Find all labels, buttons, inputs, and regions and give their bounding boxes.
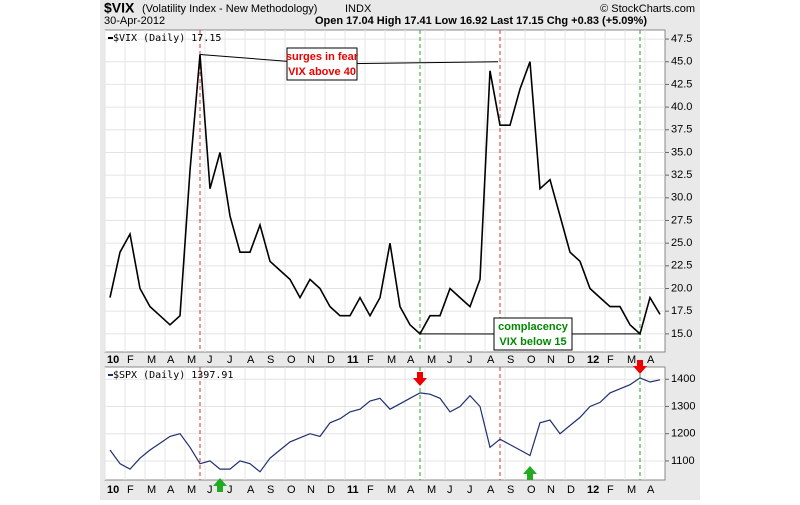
x-tick-label: J [227, 484, 233, 496]
index-name: (Volatility Index - New Methodology) [142, 3, 317, 15]
x-tick-label: O [527, 354, 536, 366]
quote: Open 17.04 High 17.41 Low 16.92 Last 17.… [315, 15, 647, 27]
x-tick-label: S [267, 354, 274, 366]
y-tick-label: 17.5 [671, 305, 692, 317]
annotation: VIX above 40 [288, 66, 356, 78]
y-tick-label: 47.5 [671, 33, 692, 45]
x-tick-label: D [327, 484, 335, 496]
x-tick-label: M [627, 484, 636, 496]
y-tick-label: 32.5 [671, 169, 692, 181]
x-tick-label: A [487, 354, 495, 366]
x-tick-label: J [447, 354, 453, 366]
x-tick-label: J [467, 354, 473, 366]
x-tick-label: S [507, 354, 514, 366]
symbol: $VIX [104, 0, 135, 16]
x-tick-label: F [607, 354, 614, 366]
legend: $VIX (Daily) 17.15 [113, 33, 221, 44]
x-tick-label: A [247, 484, 255, 496]
x-tick-label: D [567, 354, 575, 366]
date: 30-Apr-2012 [104, 15, 165, 27]
y-tick-label: 45.0 [671, 56, 692, 68]
exchange: INDX [345, 3, 372, 15]
x-tick-label: O [287, 484, 296, 496]
x-tick-label: J [207, 484, 213, 496]
x-tick-label: F [607, 484, 614, 496]
credit: © StockCharts.com [600, 3, 695, 15]
x-tick-label: A [247, 354, 255, 366]
x-tick-label: O [527, 484, 536, 496]
x-tick-label: M [427, 484, 436, 496]
x-tick-label: J [447, 484, 453, 496]
y-tick-label: 1300 [671, 400, 695, 412]
x-tick-label: D [567, 484, 575, 496]
x-tick-label: F [127, 354, 134, 366]
y-tick-label: 22.5 [671, 260, 692, 272]
x-tick-label: A [167, 484, 175, 496]
x-tick-label: A [407, 354, 415, 366]
y-tick-label: 1100 [671, 455, 695, 467]
x-tick-label: J [467, 484, 473, 496]
annotation: complacency [498, 321, 569, 333]
x-tick-label: 11 [347, 354, 359, 366]
y-tick-label: 27.5 [671, 214, 692, 226]
x-tick-label: A [487, 484, 495, 496]
y-tick-label: 35.0 [671, 146, 692, 158]
x-tick-label: M [387, 354, 396, 366]
x-tick-label: M [147, 354, 156, 366]
annotation: VIX below 15 [499, 336, 566, 348]
annotation: surges in fear [286, 51, 359, 63]
x-tick-label: A [647, 484, 655, 496]
x-tick-label: S [507, 484, 514, 496]
y-tick-label: 37.5 [671, 124, 692, 136]
legend: $SPX (Daily) 1397.91 [113, 370, 233, 381]
y-tick-label: 25.0 [671, 237, 692, 249]
x-tick-label: M [627, 354, 636, 366]
x-tick-label: 10 [107, 354, 119, 366]
x-tick-label: A [167, 354, 175, 366]
y-tick-label: 40.0 [671, 101, 692, 113]
x-tick-label: M [187, 354, 196, 366]
x-tick-label: N [547, 484, 555, 496]
x-tick-label: F [127, 484, 134, 496]
x-tick-label: N [307, 484, 315, 496]
y-tick-label: 1200 [671, 428, 695, 440]
x-tick-label: M [147, 484, 156, 496]
x-tick-label: N [307, 354, 315, 366]
x-tick-label: N [547, 354, 555, 366]
x-tick-label: 11 [347, 484, 359, 496]
x-tick-label: M [387, 484, 396, 496]
x-tick-label: 10 [107, 484, 119, 496]
x-tick-label: D [327, 354, 335, 366]
y-tick-label: 42.5 [671, 78, 692, 90]
x-tick-label: J [207, 354, 213, 366]
x-tick-label: M [187, 484, 196, 496]
x-tick-label: S [267, 484, 274, 496]
y-tick-label: 15.0 [671, 328, 692, 340]
y-tick-label: 20.0 [671, 282, 692, 294]
x-tick-label: M [427, 354, 436, 366]
x-tick-label: O [287, 354, 296, 366]
x-tick-label: J [227, 354, 233, 366]
y-tick-label: 1400 [671, 373, 695, 385]
y-tick-label: 30.0 [671, 192, 692, 204]
x-tick-label: 12 [587, 354, 599, 366]
x-tick-label: F [367, 354, 374, 366]
x-tick-label: 12 [587, 484, 599, 496]
x-tick-label: F [367, 484, 374, 496]
x-tick-label: A [647, 354, 655, 366]
x-tick-label: A [407, 484, 415, 496]
